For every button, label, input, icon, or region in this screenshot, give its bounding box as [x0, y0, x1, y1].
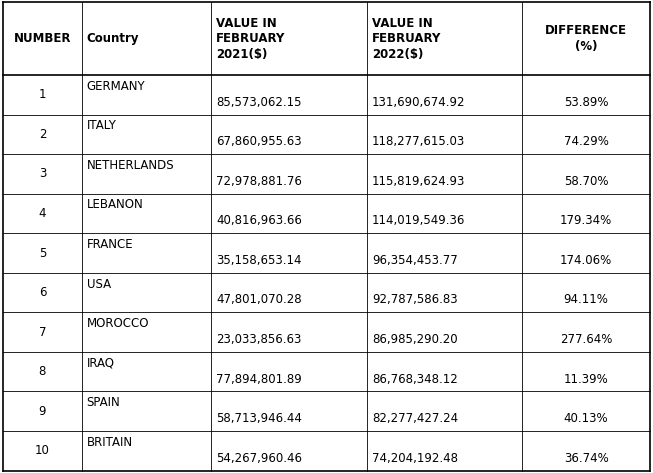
Text: DIFFERENCE
(%): DIFFERENCE (%) — [545, 25, 627, 53]
Text: 86,985,290.20: 86,985,290.20 — [372, 333, 458, 346]
Text: 74,204,192.48: 74,204,192.48 — [372, 452, 458, 464]
Text: MOROCCO: MOROCCO — [87, 317, 150, 330]
Text: 5: 5 — [39, 246, 46, 260]
Text: FRANCE: FRANCE — [87, 238, 133, 251]
Text: 23,033,856.63: 23,033,856.63 — [216, 333, 302, 346]
Text: 96,354,453.77: 96,354,453.77 — [372, 254, 458, 267]
Text: Country: Country — [87, 32, 139, 45]
Text: 92,787,586.83: 92,787,586.83 — [372, 293, 458, 307]
Text: 9: 9 — [39, 405, 46, 418]
Text: 40.13%: 40.13% — [564, 412, 609, 425]
Text: VALUE IN
FEBRUARY
2022($): VALUE IN FEBRUARY 2022($) — [372, 17, 441, 61]
Text: 58.70%: 58.70% — [564, 175, 609, 188]
Text: 114,019,549.36: 114,019,549.36 — [372, 214, 465, 228]
Text: 131,690,674.92: 131,690,674.92 — [372, 96, 466, 109]
Text: GERMANY: GERMANY — [87, 79, 146, 93]
Text: 40,816,963.66: 40,816,963.66 — [216, 214, 302, 228]
Text: NETHERLANDS: NETHERLANDS — [87, 159, 174, 172]
Text: 77,894,801.89: 77,894,801.89 — [216, 373, 302, 385]
Text: 3: 3 — [39, 167, 46, 180]
Text: 277.64%: 277.64% — [560, 333, 613, 346]
Text: 35,158,653.14: 35,158,653.14 — [216, 254, 302, 267]
Text: 36.74%: 36.74% — [564, 452, 609, 464]
Text: 86,768,348.12: 86,768,348.12 — [372, 373, 458, 385]
Text: LEBANON: LEBANON — [87, 198, 144, 211]
Text: 74.29%: 74.29% — [564, 135, 609, 148]
Text: 54,267,960.46: 54,267,960.46 — [216, 452, 302, 464]
Text: 10: 10 — [35, 444, 50, 457]
Text: BRITAIN: BRITAIN — [87, 436, 133, 449]
Text: IRAQ: IRAQ — [87, 357, 115, 370]
Text: 179.34%: 179.34% — [560, 214, 613, 228]
Text: 72,978,881.76: 72,978,881.76 — [216, 175, 302, 188]
Text: 53.89%: 53.89% — [564, 96, 609, 109]
Text: 7: 7 — [39, 325, 46, 339]
Text: 8: 8 — [39, 365, 46, 378]
Text: VALUE IN
FEBRUARY
2021($): VALUE IN FEBRUARY 2021($) — [216, 17, 285, 61]
Text: 4: 4 — [39, 207, 46, 220]
Text: NUMBER: NUMBER — [14, 32, 71, 45]
Text: 67,860,955.63: 67,860,955.63 — [216, 135, 302, 148]
Text: 47,801,070.28: 47,801,070.28 — [216, 293, 302, 307]
Text: USA: USA — [87, 278, 111, 290]
Text: 58,713,946.44: 58,713,946.44 — [216, 412, 302, 425]
Text: 85,573,062.15: 85,573,062.15 — [216, 96, 302, 109]
Text: 82,277,427.24: 82,277,427.24 — [372, 412, 458, 425]
Text: 118,277,615.03: 118,277,615.03 — [372, 135, 465, 148]
Text: ITALY: ITALY — [87, 119, 117, 132]
Text: SPAIN: SPAIN — [87, 396, 120, 409]
Text: 94.11%: 94.11% — [564, 293, 609, 307]
Text: 115,819,624.93: 115,819,624.93 — [372, 175, 465, 188]
Text: 11.39%: 11.39% — [564, 373, 609, 385]
Text: 2: 2 — [39, 128, 46, 141]
Text: 6: 6 — [39, 286, 46, 299]
Text: 1: 1 — [39, 88, 46, 101]
Text: 174.06%: 174.06% — [560, 254, 613, 267]
